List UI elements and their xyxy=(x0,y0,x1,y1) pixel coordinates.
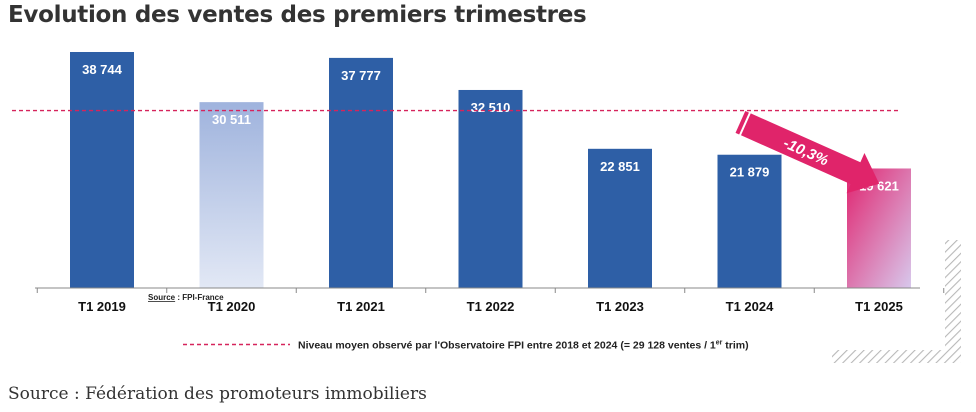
bar-t1-2024 xyxy=(717,154,782,288)
legend-text-main: Niveau moyen observé par l'Observatoire … xyxy=(298,340,716,352)
bar-value-label: 30 511 xyxy=(212,112,251,127)
x-tick-label: T1 2020 xyxy=(208,299,256,314)
bar-t1-2022 xyxy=(458,89,523,288)
bar-t1-2023 xyxy=(588,148,652,288)
legend-label: Niveau moyen observé par l'Observatoire … xyxy=(298,340,749,352)
x-tick-label: T1 2021 xyxy=(337,299,385,314)
chart-source-suffix: : FPI-France xyxy=(175,293,224,302)
hatch-bottom xyxy=(832,350,961,363)
x-axis-labels: T1 2019 T1 2020 T1 2021 T1 2022 T1 2023 T1 20… xyxy=(78,299,903,314)
decorative-frame xyxy=(832,240,961,363)
x-tick-label: T1 2019 xyxy=(78,299,126,314)
bar-t1-2019 xyxy=(70,52,134,288)
bar-value-label: 22 851 xyxy=(600,159,640,174)
bar-t1-2020 xyxy=(199,102,264,289)
x-tick-label: T1 2023 xyxy=(596,299,644,314)
x-tick-label: T1 2024 xyxy=(726,299,774,314)
hatch-right xyxy=(945,240,961,363)
bar-value-label: 21 879 xyxy=(730,165,770,180)
bar-t1-2021 xyxy=(329,57,393,288)
chart-source: Source : FPI-France xyxy=(148,293,224,302)
chart-legend: Niveau moyen observé par l'Observatoire … xyxy=(183,340,749,352)
decline-arrow-tail xyxy=(735,110,749,135)
legend-text-end: trim) xyxy=(722,340,748,352)
bar-value-label: 32 510 xyxy=(471,100,511,115)
legend-text-sup: er xyxy=(716,340,723,347)
x-tick-label: T1 2022 xyxy=(467,299,515,314)
page-caption: Source : Fédération des promoteurs immob… xyxy=(8,384,427,404)
x-tick-label: T1 2025 xyxy=(855,299,903,314)
x-axis-ticks xyxy=(36,288,945,293)
chart-source-prefix: Source xyxy=(148,293,176,302)
bar-value-label: 37 777 xyxy=(341,68,381,83)
page-title: Evolution des ventes des premiers trimes… xyxy=(8,2,587,28)
bar-value-label: 38 744 xyxy=(82,62,123,77)
decline-arrow xyxy=(740,113,880,194)
